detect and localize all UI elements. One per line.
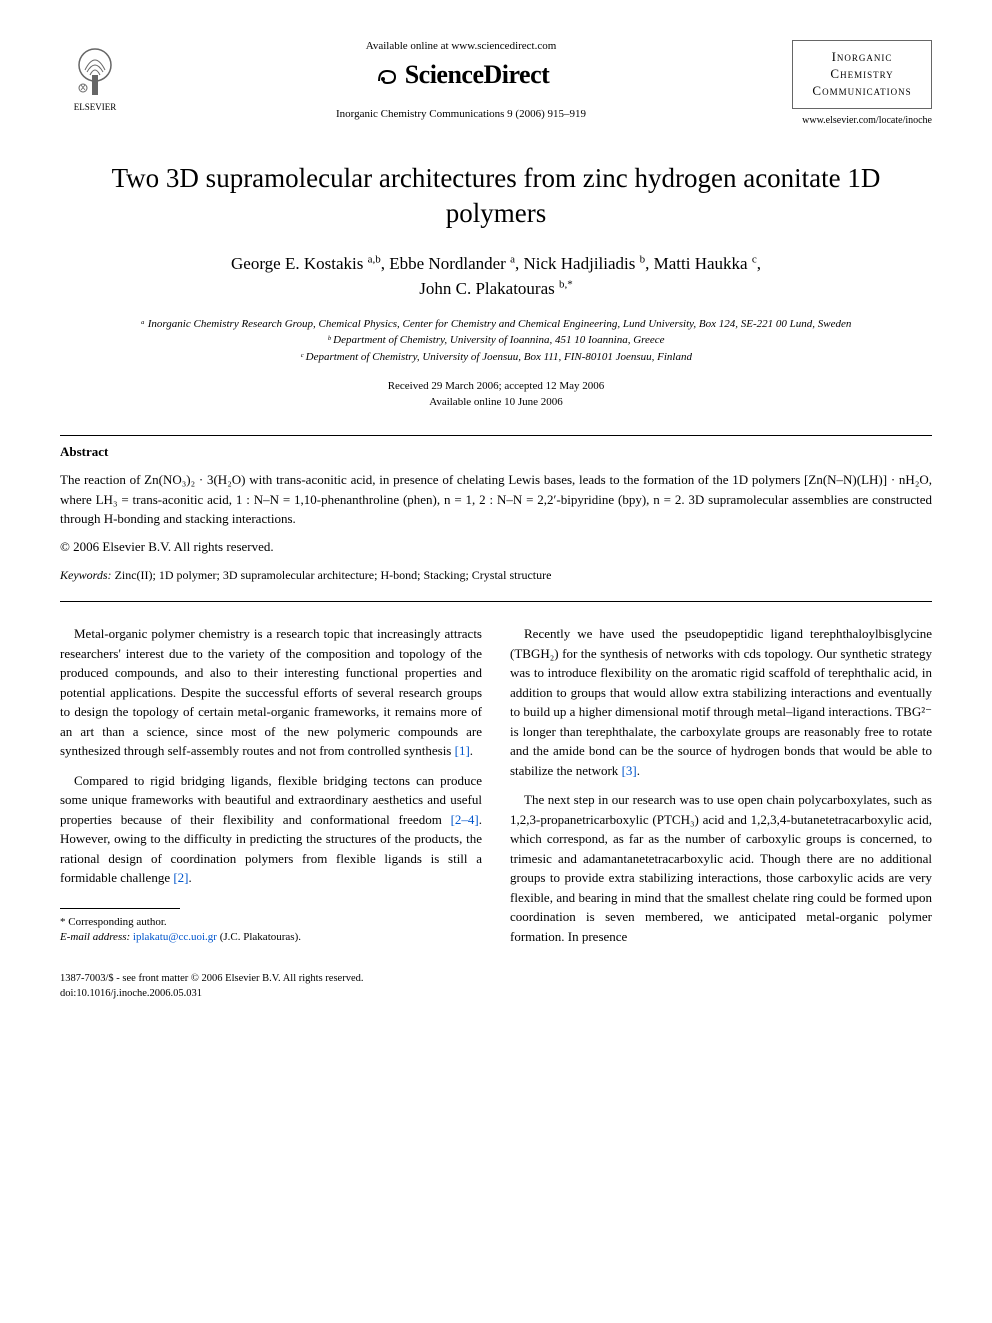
elsevier-label: ELSEVIER (60, 102, 130, 112)
body-right-p1-end: . (637, 763, 640, 778)
body-p1: Metal-organic polymer chemistry is a res… (60, 624, 482, 761)
author-sep4: , (757, 254, 761, 273)
left-column: Metal-organic polymer chemistry is a res… (60, 624, 482, 956)
affiliation-c: ᶜ Department of Chemistry, University of… (60, 349, 932, 366)
center-header: Available online at www.sciencedirect.co… (130, 40, 792, 120)
journal-box-line1: Inorganic (799, 49, 925, 66)
abstract-text: The reaction of Zn(NO₃)₂ · 3(H₂O) with t… (60, 470, 932, 529)
author-sep1: , Ebbe Nordlander (381, 254, 510, 273)
sciencedirect-icon (373, 63, 401, 96)
body-columns: Metal-organic polymer chemistry is a res… (60, 624, 932, 956)
body-right-p1: Recently we have used the pseudopeptidic… (510, 624, 932, 780)
body-p1-text: Metal-organic polymer chemistry is a res… (60, 626, 482, 758)
online-date: Available online 10 June 2006 (60, 395, 932, 410)
article-dates: Received 29 March 2006; accepted 12 May … (60, 379, 932, 410)
ref-link-2[interactable]: [2] (173, 870, 188, 885)
corresponding-author: * Corresponding author. E-mail address: … (60, 915, 482, 946)
author-1-affil: a,b (368, 253, 381, 265)
authors-list: George E. Kostakis a,b, Ebbe Nordlander … (60, 251, 932, 302)
body-p2: Compared to rigid bridging ligands, flex… (60, 771, 482, 888)
abstract-heading: Abstract (60, 444, 932, 460)
corresponding-star: * Corresponding author. (60, 915, 482, 930)
affiliation-b: ᵇ Department of Chemistry, University of… (60, 332, 932, 349)
author-1: George E. Kostakis (231, 254, 368, 273)
corresponding-email-line: E-mail address: iplakatu@cc.uoi.gr (J.C.… (60, 930, 482, 945)
author-sep2: , Nick Hadjiliadis (515, 254, 640, 273)
journal-url: www.elsevier.com/locate/inoche (792, 115, 932, 126)
elsevier-logo: ELSEVIER (60, 40, 130, 112)
body-p1-end: . (470, 743, 473, 758)
email-person: (J.C. Plakatouras). (217, 931, 301, 943)
sciencedirect-brand: ScienceDirect (130, 60, 792, 96)
journal-branding: Inorganic Chemistry Communications www.e… (792, 40, 932, 126)
body-p2-text: Compared to rigid bridging ligands, flex… (60, 773, 482, 827)
email-link[interactable]: iplakatu@cc.uoi.gr (133, 931, 217, 943)
email-label: E-mail address: (60, 931, 133, 943)
keywords-text: Zinc(II); 1D polymer; 3D supramolecular … (112, 568, 552, 582)
author-5: John C. Plakatouras (419, 279, 559, 298)
bottom-matter: 1387-7003/$ - see front matter © 2006 El… (60, 972, 932, 1001)
journal-box-line2: Chemistry (799, 66, 925, 83)
right-column: Recently we have used the pseudopeptidic… (510, 624, 932, 956)
front-matter: 1387-7003/$ - see front matter © 2006 El… (60, 972, 932, 987)
article-title: Two 3D supramolecular architectures from… (60, 161, 932, 231)
rule-before-abstract (60, 435, 932, 436)
footer-separator (60, 908, 180, 909)
elsevier-tree-icon (65, 40, 125, 100)
body-right-p1-text: Recently we have used the pseudopeptidic… (510, 626, 932, 778)
sciencedirect-text: ScienceDirect (405, 60, 550, 89)
body-right-p2: The next step in our research was to use… (510, 790, 932, 946)
journal-reference: Inorganic Chemistry Communications 9 (20… (130, 108, 792, 120)
author-sep3: , Matti Haukka (645, 254, 752, 273)
keywords: Keywords: Zinc(II); 1D polymer; 3D supra… (60, 568, 932, 583)
body-p2-end: . (189, 870, 192, 885)
journal-title-box: Inorganic Chemistry Communications (792, 40, 932, 109)
affiliations: ᵃ Inorganic Chemistry Research Group, Ch… (60, 316, 932, 366)
received-date: Received 29 March 2006; accepted 12 May … (60, 379, 932, 394)
abstract-copyright: © 2006 Elsevier B.V. All rights reserved… (60, 537, 932, 557)
journal-box-line3: Communications (799, 83, 925, 100)
ref-link-2-4[interactable]: [2–4] (451, 812, 479, 827)
page-header: ELSEVIER Available online at www.science… (60, 40, 932, 126)
doi: doi:10.1016/j.inoche.2006.05.031 (60, 987, 932, 1002)
rule-after-keywords (60, 601, 932, 602)
affiliation-a: ᵃ Inorganic Chemistry Research Group, Ch… (60, 316, 932, 333)
ref-link-1[interactable]: [1] (455, 743, 470, 758)
available-online-text: Available online at www.sciencedirect.co… (130, 40, 792, 52)
keywords-label: Keywords: (60, 568, 112, 582)
author-5-affil: b,* (559, 279, 573, 291)
ref-link-3[interactable]: [3] (622, 763, 637, 778)
